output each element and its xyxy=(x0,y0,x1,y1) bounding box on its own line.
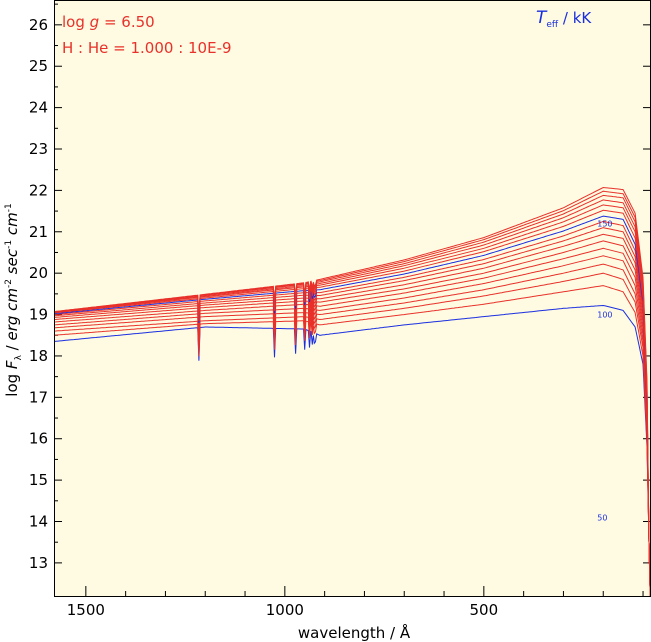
series-line-125 xyxy=(53,247,651,597)
logg-annotation: log g = 6.50 xyxy=(62,13,155,31)
y-tick-label: 24 xyxy=(29,99,48,117)
series-line-105 xyxy=(53,285,651,597)
curve-label-50: 50 xyxy=(597,513,607,522)
y-tick-label: 15 xyxy=(29,471,48,489)
y-tick-label: 21 xyxy=(29,223,48,241)
y-tick-label: 14 xyxy=(29,513,48,531)
series-line-140 xyxy=(53,227,651,597)
y-tick-label: 16 xyxy=(29,430,48,448)
y-tick-label: 26 xyxy=(29,16,48,34)
series-line-165 xyxy=(53,199,651,597)
x-tick-label: 500 xyxy=(470,601,499,619)
x-tick-label: 1000 xyxy=(266,601,304,619)
y-tick-label: 19 xyxy=(29,306,48,324)
series-line-160 xyxy=(53,204,651,597)
series-line-180 xyxy=(53,186,651,597)
x-tick-label: 1500 xyxy=(67,601,105,619)
x-axis-title: wavelength / Å xyxy=(298,623,411,642)
y-tick-label: 13 xyxy=(29,554,48,572)
y-tick-label: 22 xyxy=(29,181,48,199)
y-tick-label: 17 xyxy=(29,388,48,406)
flux-curves xyxy=(53,186,651,597)
curve-label-150: 150 xyxy=(597,220,612,229)
series-line-150 xyxy=(53,215,651,597)
series-line-130 xyxy=(53,240,651,597)
y-axis-title: log Fλ / erg cm-2 sec-1 cm-1 xyxy=(3,203,24,396)
series-line-100 xyxy=(53,304,651,597)
y-tick-label: 20 xyxy=(29,264,48,282)
series-line-155 xyxy=(53,209,651,597)
y-tick-label: 18 xyxy=(29,347,48,365)
abundance-annotation: H : He = 1.000 : 10E-9 xyxy=(62,39,232,57)
tick-labels: 13 14 15 16 17 18 19 20 21 22 23 24 25 26 1500 1000 500 1… xyxy=(29,16,613,619)
series-line-135 xyxy=(53,233,651,597)
series-line-110 xyxy=(53,272,651,597)
plot-background xyxy=(54,0,651,596)
series-line-120 xyxy=(53,255,651,597)
curve-label-100: 100 xyxy=(597,311,612,320)
teff-annotation: Teff / kK xyxy=(536,8,592,30)
series-line-115 xyxy=(53,263,651,597)
y-tick-label: 23 xyxy=(29,140,48,158)
series-line-145 xyxy=(53,220,651,597)
y-tick-label: 25 xyxy=(29,57,48,75)
